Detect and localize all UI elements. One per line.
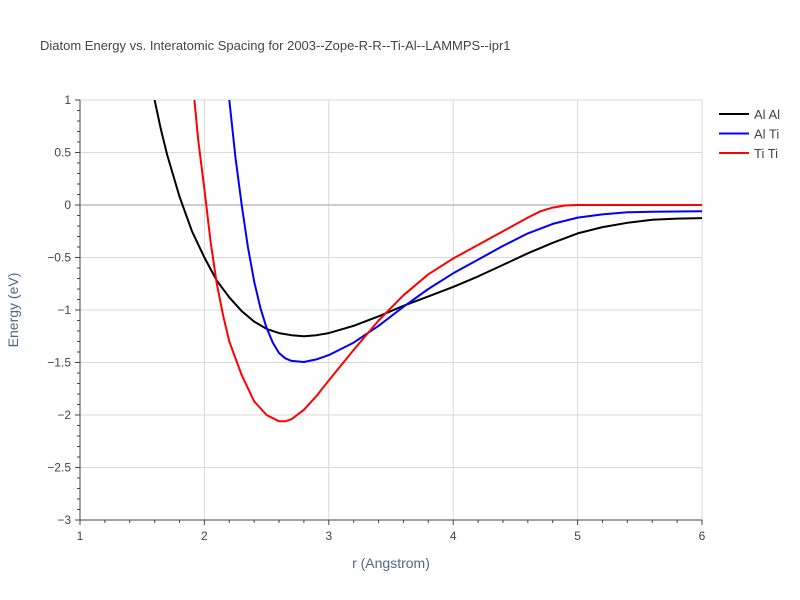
legend-item-ti-ti[interactable]: Ti Ti [719,146,778,161]
legend-label: Ti Ti [754,146,778,161]
y-tick-label: −1.5 [47,356,71,370]
y-tick-label: 0.5 [54,146,71,160]
y-axis-title: Energy (eV) [5,273,21,348]
y-tick-label: −2 [57,408,71,422]
y-tick-label: −1 [57,303,71,317]
series-line-al-ti [228,100,702,363]
x-tick-label: 5 [574,529,581,543]
legend-item-al-al[interactable]: Al Al [719,107,780,122]
legend-item-al-ti[interactable]: Al Ti [719,127,779,142]
x-tick-label: 1 [77,529,84,543]
x-tick-label: 4 [450,529,457,543]
axis-layer: 1 2 3 4 5 6 1 0.5 0 −0.5 −1 −1.5 −2 −2.5 −3 [47,93,705,543]
x-tick-label: 3 [325,529,332,543]
y-tick-label: −3 [57,513,71,527]
legend-label: Al Ti [754,127,779,142]
series-line-al-al [153,100,702,338]
y-tick-label: −0.5 [47,251,71,265]
chart-title: Diatom Energy vs. Interatomic Spacing fo… [40,38,511,53]
legend-label: Al Al [754,107,780,122]
x-tick-label: 6 [699,529,706,543]
x-tick-label: 2 [201,529,208,543]
y-tick-label: 0 [64,198,71,212]
series-layer [153,100,702,423]
legend[interactable]: Al Al Al Ti Ti Ti [719,107,780,161]
x-axis-title: r (Angstrom) [352,555,430,571]
y-tick-label: 1 [64,93,71,107]
grid-layer [80,99,703,520]
y-tick-label: −2.5 [47,461,71,475]
series-line-ti-ti [193,100,702,423]
